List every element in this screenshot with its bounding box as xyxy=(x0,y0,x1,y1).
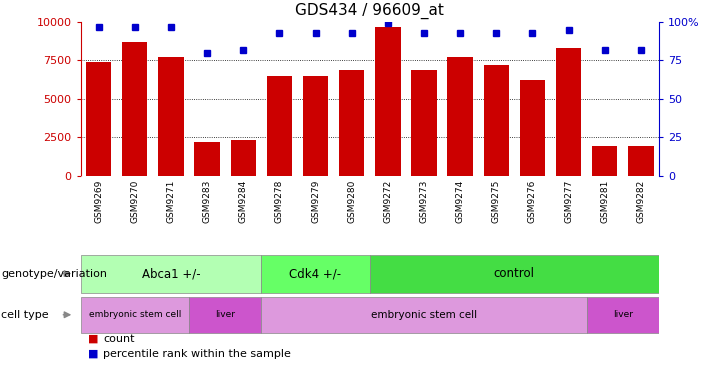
Text: percentile rank within the sample: percentile rank within the sample xyxy=(103,349,291,359)
Text: GSM9274: GSM9274 xyxy=(456,180,465,223)
Text: GSM9271: GSM9271 xyxy=(166,180,175,223)
Text: GSM9280: GSM9280 xyxy=(347,180,356,223)
Text: Abca1 +/-: Abca1 +/- xyxy=(142,267,200,280)
Bar xyxy=(122,42,147,176)
Text: ■: ■ xyxy=(88,333,98,344)
Bar xyxy=(556,48,581,176)
Text: Cdk4 +/-: Cdk4 +/- xyxy=(290,267,341,280)
Bar xyxy=(519,81,545,176)
Bar xyxy=(484,65,509,176)
Bar xyxy=(261,255,370,292)
Text: liver: liver xyxy=(215,310,236,319)
Text: liver: liver xyxy=(613,310,633,319)
Bar xyxy=(81,255,261,292)
Bar xyxy=(411,70,437,176)
Bar xyxy=(592,146,618,176)
Text: GSM9272: GSM9272 xyxy=(383,180,393,223)
Text: GSM9270: GSM9270 xyxy=(130,180,139,223)
Text: GSM9278: GSM9278 xyxy=(275,180,284,223)
Bar xyxy=(158,57,184,176)
Bar xyxy=(267,76,292,176)
Text: GSM9283: GSM9283 xyxy=(203,180,212,223)
Text: GSM9279: GSM9279 xyxy=(311,180,320,223)
Bar xyxy=(303,76,328,176)
Text: GSM9284: GSM9284 xyxy=(239,180,247,223)
Text: GSM9269: GSM9269 xyxy=(94,180,103,223)
Bar xyxy=(339,70,365,176)
Bar xyxy=(447,57,472,176)
Text: cell type: cell type xyxy=(1,310,49,320)
Bar xyxy=(587,296,659,333)
Text: GSM9273: GSM9273 xyxy=(419,180,428,223)
Text: embryonic stem cell: embryonic stem cell xyxy=(88,310,181,319)
Text: count: count xyxy=(103,333,135,344)
Bar xyxy=(86,62,111,176)
Bar xyxy=(231,139,256,176)
Bar xyxy=(189,296,261,333)
Bar xyxy=(194,142,220,176)
Text: control: control xyxy=(494,267,535,280)
Text: GSM9276: GSM9276 xyxy=(528,180,537,223)
Bar xyxy=(261,296,587,333)
Title: GDS434 / 96609_at: GDS434 / 96609_at xyxy=(295,3,444,19)
Text: GSM9282: GSM9282 xyxy=(637,180,646,223)
Bar xyxy=(628,146,653,176)
Text: GSM9277: GSM9277 xyxy=(564,180,573,223)
Text: genotype/variation: genotype/variation xyxy=(1,269,107,279)
Text: GSM9275: GSM9275 xyxy=(492,180,501,223)
Text: ■: ■ xyxy=(88,349,98,359)
Bar xyxy=(369,255,659,292)
Bar xyxy=(375,27,400,176)
Text: embryonic stem cell: embryonic stem cell xyxy=(371,310,477,320)
Text: GSM9281: GSM9281 xyxy=(600,180,609,223)
Bar xyxy=(81,296,189,333)
